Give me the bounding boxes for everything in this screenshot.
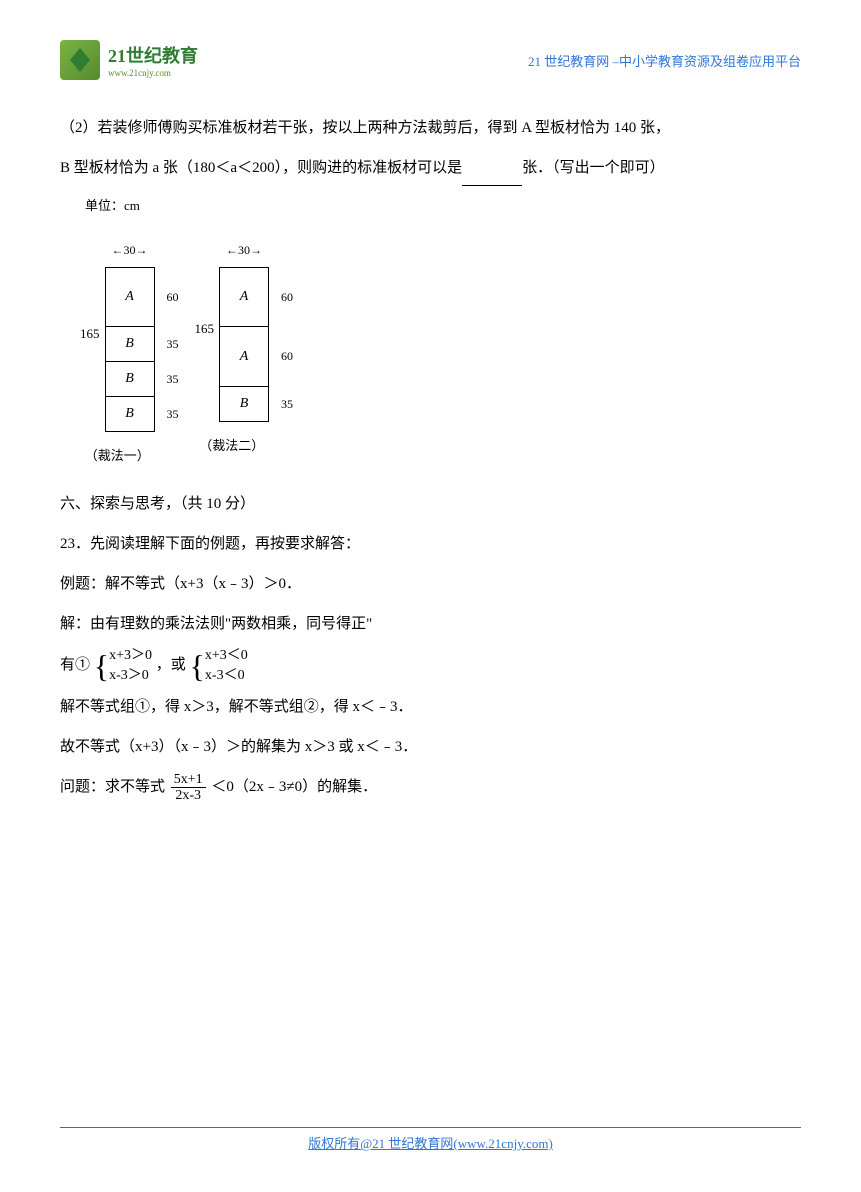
diagram-1-height: 165 — [80, 318, 100, 349]
logo-text-block: 21世纪教育 www.21cnjy.com — [108, 42, 198, 78]
header-right-text: 21 世纪教育网 –中小学教育资源及组卷应用平台 — [528, 51, 801, 70]
blank-fill — [462, 185, 522, 186]
logo-sub-text: www.21cnjy.com — [108, 68, 198, 78]
equation-group-2: { x+3＜0 x-3＜0 — [190, 646, 248, 685]
eq-stack-2: x+3＜0 x-3＜0 — [205, 646, 248, 685]
diagram-1-caption: （裁法一） — [85, 440, 150, 471]
brace-left-2: { — [190, 650, 205, 682]
diagram-1-box-a: A60 — [105, 267, 155, 327]
q22-part2-line2a: B 型板材恰为 a 张（180＜a＜200），则购进的标准板材可以是 — [60, 160, 462, 176]
diagram-1-boxes: ←30→ A60 B35 B35 B35 — [105, 236, 155, 432]
diagram-2-box-a1: A60 — [219, 267, 269, 327]
diagram-2-caption: （裁法二） — [199, 430, 264, 461]
logo-main-text: 21世纪教育 — [108, 42, 198, 68]
q23-line5: 解不等式组①，得 x＞3，解不等式组②，得 x＜﹣3． — [60, 689, 801, 725]
q22-part2-line2b: 张．（写出一个即可） — [522, 160, 665, 176]
diagram-2-width: ←30→ — [219, 236, 269, 265]
diagram-1-width: ←30→ — [105, 236, 155, 265]
logo-area: 21世纪教育 www.21cnjy.com — [60, 40, 198, 80]
section-6-title: 六、探索与思考，（共 10 分） — [60, 486, 801, 522]
q23-line2: 例题：解不等式（x+3（x﹣3）＞0． — [60, 566, 801, 602]
diagram-1: 165 ←30→ A60 B35 B35 B35 （裁法一） — [80, 236, 155, 471]
brace-left-1: { — [94, 650, 109, 682]
fraction: 5x+1 2x-3 — [171, 772, 206, 804]
diagram-2-body: 165 ←30→ A60 A60 B35 — [195, 236, 270, 422]
diagram-2-box-a2: A60 — [219, 327, 269, 387]
diagram-1-box-b3: B35 — [105, 397, 155, 432]
q23-line7-suffix: ＜0（2x﹣3≠0）的解集． — [211, 779, 377, 795]
diagram-1-body: 165 ←30→ A60 B35 B35 B35 — [80, 236, 155, 432]
diagrams: 165 ←30→ A60 B35 B35 B35 （裁法一） 165 ←30→ … — [80, 236, 801, 471]
q23-line7-prefix: 问题：求不等式 — [60, 779, 165, 795]
diagram-2-box-b: B35 — [219, 387, 269, 422]
eq-stack-1: x+3＞0 x-3＞0 — [109, 646, 152, 685]
q23-line4-prefix: 有① — [60, 657, 90, 673]
equation-group-1: { x+3＞0 x-3＞0 — [94, 646, 152, 685]
diagram-2-height: 165 — [195, 313, 215, 344]
q23-line3: 解：由有理数的乘法法则"两数相乘，同号得正" — [60, 606, 801, 642]
q23-line6: 故不等式（x+3）（x﹣3）＞的解集为 x＞3 或 x＜﹣3． — [60, 729, 801, 765]
diagram-2-boxes: ←30→ A60 A60 B35 — [219, 236, 269, 422]
unit-label: 单位：cm — [85, 190, 801, 221]
q23-line4: 有① { x+3＞0 x-3＞0 ，或 { x+3＜0 x-3＜0 — [60, 646, 801, 685]
q22-part2-line1: （2）若装修师傅购买标准板材若干张，按以上两种方法裁剪后，得到 A 型板材恰为 … — [60, 110, 801, 146]
q23-line4-mid: ，或 — [156, 657, 186, 673]
q23-line1: 23．先阅读理解下面的例题，再按要求解答： — [60, 526, 801, 562]
q22-part2-line2: B 型板材恰为 a 张（180＜a＜200），则购进的标准板材可以是 张．（写出一… — [60, 150, 801, 186]
diagram-2: 165 ←30→ A60 A60 B35 （裁法二） — [195, 236, 270, 461]
page-header: 21世纪教育 www.21cnjy.com 21 世纪教育网 –中小学教育资源及… — [60, 40, 801, 80]
q23-line7: 问题：求不等式 5x+1 2x-3 ＜0（2x﹣3≠0）的解集． — [60, 769, 801, 805]
diagram-1-box-b1: B35 — [105, 327, 155, 362]
logo-icon — [60, 40, 100, 80]
document-content: （2）若装修师傅购买标准板材若干张，按以上两种方法裁剪后，得到 A 型板材恰为 … — [60, 110, 801, 805]
page-footer: 版权所有@21 世纪教育网(www.21cnjy.com) — [60, 1127, 801, 1152]
diagram-1-box-b2: B35 — [105, 362, 155, 397]
